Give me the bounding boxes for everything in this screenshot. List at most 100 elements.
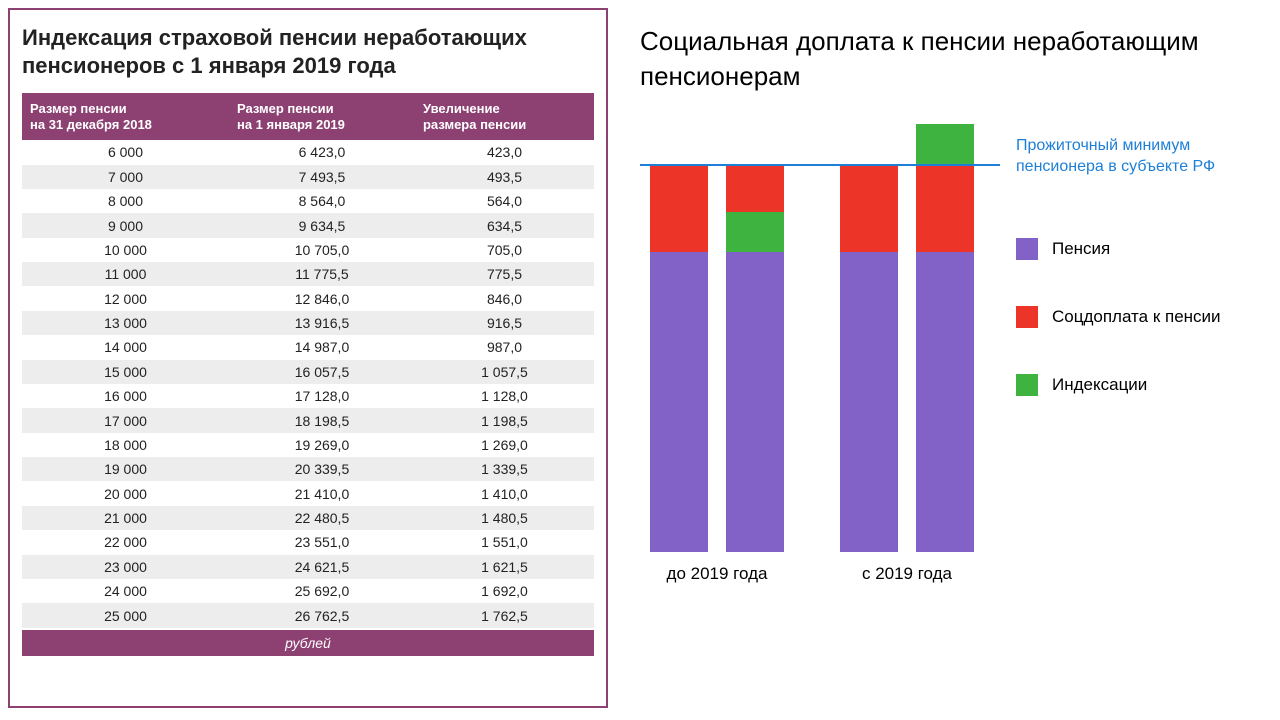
table-cell: 24 621,5 [229,555,415,579]
table-header-cell: Увеличениеразмера пенсии [415,93,594,140]
table-cell: 1 198,5 [415,408,594,432]
chart-area: до 2019 года с 2019 года [640,122,1000,592]
bar-segment-supplement [840,164,898,252]
table-cell: 11 000 [22,262,229,286]
table-cell: 15 000 [22,360,229,384]
table-cell: 17 000 [22,408,229,432]
table-cell: 493,5 [415,165,594,189]
table-cell: 23 551,0 [229,530,415,554]
table-cell: 8 000 [22,189,229,213]
table-cell: 11 775,5 [229,262,415,286]
table-cell: 846,0 [415,286,594,310]
table-cell: 17 128,0 [229,384,415,408]
legend-swatch [1016,238,1038,260]
table-cell: 1 551,0 [415,530,594,554]
legend-label: Пенсия [1052,239,1110,259]
table-row: 21 00022 480,51 480,5 [22,506,594,530]
table-cell: 26 762,5 [229,603,415,627]
table-cell: 564,0 [415,189,594,213]
table-cell: 1 339,5 [415,457,594,481]
table-cell: 12 000 [22,286,229,310]
legend-item: Пенсия [1016,238,1268,260]
table-row: 22 00023 551,01 551,0 [22,530,594,554]
table-row: 14 00014 987,0987,0 [22,335,594,359]
bar-segment-indexation [726,212,784,252]
table-cell: 987,0 [415,335,594,359]
table-cell: 13 000 [22,311,229,335]
x-axis-label: с 2019 года [832,564,982,584]
table-title: Индексация страховой пенсии неработающих… [22,24,594,79]
table-row: 19 00020 339,51 339,5 [22,457,594,481]
bar [650,164,708,552]
table-header-cell: Размер пенсиина 31 декабря 2018 [22,93,229,140]
table-row: 17 00018 198,51 198,5 [22,408,594,432]
bar-segment-pension [726,252,784,552]
table-cell: 12 846,0 [229,286,415,310]
bar-segment-pension [916,252,974,552]
table-cell: 7 493,5 [229,165,415,189]
chart-title: Социальная доплата к пенсии неработающим… [640,24,1268,94]
bar-segment-supplement [650,164,708,252]
table-cell: 1 410,0 [415,481,594,505]
table-cell: 14 987,0 [229,335,415,359]
table-row: 13 00013 916,5916,5 [22,311,594,335]
table-cell: 24 000 [22,579,229,603]
pension-table: Размер пенсиина 31 декабря 2018Размер пе… [22,93,594,628]
legend-item: Индексации [1016,374,1268,396]
pension-table-panel: Индексация страховой пенсии неработающих… [8,8,608,708]
table-cell: 22 480,5 [229,506,415,530]
table-header-cell: Размер пенсиина 1 января 2019 [229,93,415,140]
table-cell: 25 692,0 [229,579,415,603]
table-cell: 423,0 [415,140,594,164]
table-row: 6 0006 423,0423,0 [22,140,594,164]
table-cell: 10 000 [22,238,229,262]
table-cell: 21 000 [22,506,229,530]
table-cell: 705,0 [415,238,594,262]
table-row: 7 0007 493,5493,5 [22,165,594,189]
legend-label: Индексации [1052,375,1147,395]
bar-group [650,164,784,552]
table-row: 23 00024 621,51 621,5 [22,555,594,579]
baseline-line [640,164,1000,166]
table-cell: 9 000 [22,213,229,237]
table-cell: 1 692,0 [415,579,594,603]
bar [726,164,784,552]
table-row: 25 00026 762,51 762,5 [22,603,594,627]
bar [916,164,974,552]
table-cell: 1 762,5 [415,603,594,627]
table-cell: 10 705,0 [229,238,415,262]
table-cell: 775,5 [415,262,594,286]
table-cell: 1 480,5 [415,506,594,530]
table-row: 18 00019 269,01 269,0 [22,433,594,457]
bar-segment-pension [840,252,898,552]
bar-group [840,164,974,552]
table-cell: 18 000 [22,433,229,457]
bar-segment-pension [650,252,708,552]
table-cell: 6 423,0 [229,140,415,164]
table-cell: 19 000 [22,457,229,481]
bar-segment-indexation [916,124,974,164]
table-cell: 22 000 [22,530,229,554]
table-cell: 14 000 [22,335,229,359]
table-cell: 13 916,5 [229,311,415,335]
table-cell: 1 269,0 [415,433,594,457]
table-cell: 6 000 [22,140,229,164]
table-cell: 20 000 [22,481,229,505]
table-row: 24 00025 692,01 692,0 [22,579,594,603]
bar-segment-supplement [726,164,784,212]
legend-swatch [1016,374,1038,396]
table-row: 16 00017 128,01 128,0 [22,384,594,408]
table-row: 8 0008 564,0564,0 [22,189,594,213]
x-axis-label: до 2019 года [642,564,792,584]
table-cell: 634,5 [415,213,594,237]
table-cell: 19 269,0 [229,433,415,457]
table-cell: 916,5 [415,311,594,335]
table-cell: 7 000 [22,165,229,189]
table-row: 12 00012 846,0846,0 [22,286,594,310]
table-cell: 1 057,5 [415,360,594,384]
table-cell: 16 000 [22,384,229,408]
legend-column: Прожиточный минимум пенсионера в субъект… [1000,122,1268,710]
table-cell: 1 621,5 [415,555,594,579]
legend-item: Соцдоплата к пенсии [1016,306,1268,328]
bar [840,164,898,552]
